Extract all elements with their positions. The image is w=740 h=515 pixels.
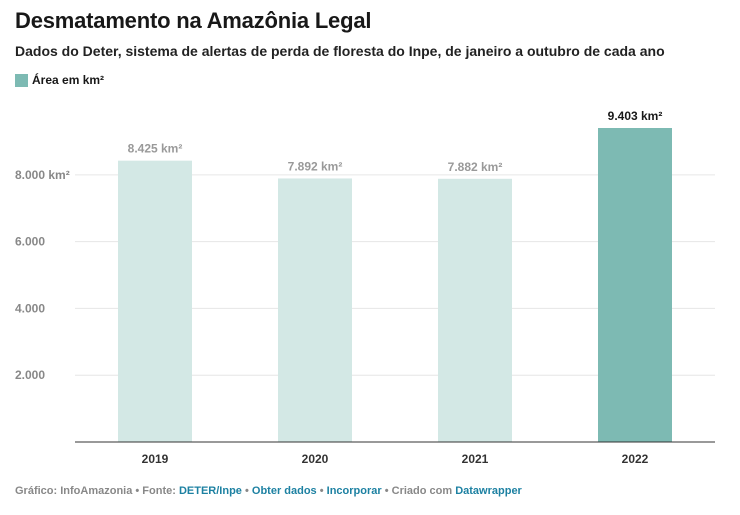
x-tick-label: 2021	[462, 452, 489, 466]
legend-label: Área em km²	[32, 73, 105, 87]
chart-subtitle: Dados do Deter, sistema de alertas de pe…	[15, 43, 665, 59]
footer-credit: Gráfico: InfoAmazonia • Fonte:	[15, 485, 179, 497]
embed-link[interactable]: Incorporar	[326, 485, 382, 497]
bar-value-label: 8.425 km²	[128, 142, 183, 156]
x-tick-label: 2020	[302, 452, 329, 466]
y-tick-label: 8.000 km²	[15, 168, 70, 182]
footer-created-with: • Criado com	[381, 485, 456, 497]
y-tick-label: 6.000	[15, 235, 45, 249]
x-tick-label: 2019	[142, 452, 169, 466]
footer: Gráfico: InfoAmazonia • Fonte: DETER/Inp…	[15, 485, 522, 497]
chart-title: Desmatamento na Amazônia Legal	[15, 8, 372, 33]
bar-value-label: 7.892 km²	[288, 159, 343, 173]
bar	[598, 128, 672, 442]
get-data-link[interactable]: Obter dados	[251, 485, 317, 497]
legend: Área em km²	[15, 73, 104, 87]
bar-value-label: 7.882 km²	[448, 160, 503, 174]
legend-swatch	[15, 73, 28, 87]
footer-separator: •	[316, 485, 327, 497]
bar	[438, 178, 512, 442]
bar-chart: 2.000 4.000 6.000 8.000 km² 8.425 km² 2019 7.8…	[15, 109, 715, 466]
source-link[interactable]: DETER/Inpe	[178, 485, 242, 497]
x-tick-label: 2022	[622, 452, 649, 466]
bar-value-label: 9.403 km²	[608, 109, 663, 123]
y-tick-label: 2.000	[15, 368, 45, 382]
bar	[278, 178, 352, 442]
y-tick-label: 4.000	[15, 301, 45, 315]
bar	[118, 160, 192, 442]
datawrapper-link[interactable]: Datawrapper	[455, 485, 522, 497]
footer-separator: •	[241, 485, 252, 497]
